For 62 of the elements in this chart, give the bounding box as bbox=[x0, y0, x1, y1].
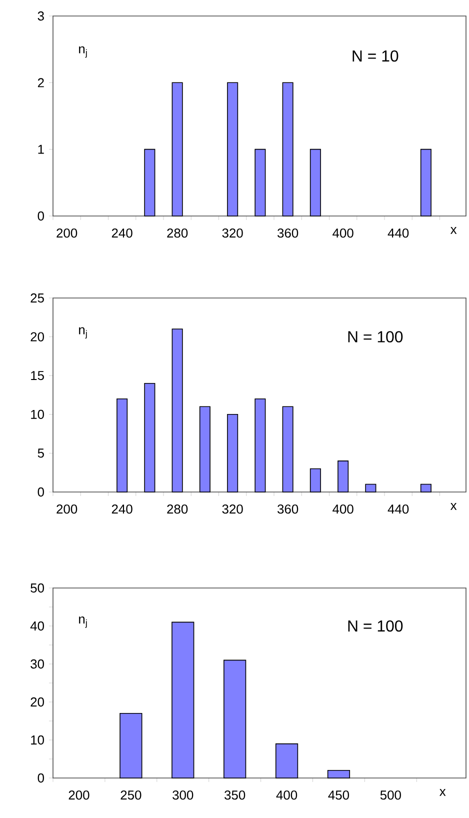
bar bbox=[227, 414, 238, 492]
y-tick-label: 25 bbox=[30, 293, 44, 303]
y-tick-label: 3 bbox=[38, 11, 44, 21]
bar bbox=[282, 406, 294, 492]
bar bbox=[116, 398, 128, 492]
x-tick-label: 300 bbox=[172, 790, 194, 800]
x-tick-label: 200 bbox=[56, 504, 78, 514]
x-tick-label: 200 bbox=[68, 790, 90, 800]
bar bbox=[172, 622, 194, 778]
y-axis-title: n$_{j}$ bbox=[79, 46, 87, 58]
x-tick-label: 240 bbox=[112, 228, 132, 238]
y-tick-label: 10 bbox=[31, 410, 44, 419]
x-tick-label: 320 bbox=[222, 504, 243, 514]
bar bbox=[172, 328, 183, 492]
bar bbox=[310, 468, 321, 492]
x-tick-label: 400 bbox=[276, 790, 298, 800]
y-tick-label: 0 bbox=[38, 773, 44, 783]
y-tick-label: 20 bbox=[30, 697, 44, 707]
x-tick-label: 280 bbox=[167, 504, 188, 514]
x-tick-label: 240 bbox=[112, 504, 132, 514]
x-tick-label: 250 bbox=[120, 790, 142, 800]
x-tick-label: 450 bbox=[328, 790, 350, 800]
x-tick-label: 400 bbox=[332, 228, 354, 238]
y-tick-label: 0 bbox=[38, 211, 44, 221]
bar bbox=[224, 660, 246, 778]
x-axis-title: x bbox=[450, 226, 457, 234]
x-tick-label: 360 bbox=[278, 228, 298, 238]
bar bbox=[365, 484, 376, 492]
bar bbox=[338, 460, 349, 492]
x-tick-label: 440 bbox=[388, 504, 409, 514]
y-tick-label: 0 bbox=[38, 487, 44, 497]
x-tick-label: 280 bbox=[167, 228, 188, 238]
y-tick-label: 20 bbox=[30, 332, 44, 342]
bar bbox=[275, 743, 298, 778]
y-axis-title: n$_{j}$ bbox=[79, 616, 87, 628]
bar bbox=[420, 484, 432, 492]
y-tick-label: 50 bbox=[30, 583, 44, 593]
x-tick-label: 350 bbox=[224, 790, 246, 800]
x-axis-title: x bbox=[450, 502, 457, 510]
y-tick-label: 40 bbox=[30, 621, 44, 631]
x-tick-label: 500 bbox=[380, 790, 401, 800]
annotation: N = 100 bbox=[348, 331, 403, 342]
bar bbox=[254, 398, 266, 492]
y-axis-title: n$_{j}$ bbox=[79, 327, 87, 339]
y-tick-label: 15 bbox=[31, 371, 44, 380]
annotation: N = 100 bbox=[348, 620, 403, 632]
bar bbox=[144, 382, 156, 492]
y-tick-label: 30 bbox=[30, 659, 44, 669]
x-tick-label: 440 bbox=[388, 228, 409, 238]
annotation: N = 10 bbox=[352, 50, 398, 62]
bar bbox=[120, 712, 142, 778]
bar bbox=[199, 406, 210, 492]
x-tick-label: 200 bbox=[56, 228, 78, 238]
x-axis-title: x bbox=[440, 788, 446, 796]
y-tick-label: 5 bbox=[38, 448, 44, 458]
bar bbox=[327, 770, 350, 778]
y-tick-label: 10 bbox=[31, 735, 44, 745]
x-tick-label: 320 bbox=[222, 228, 243, 238]
x-tick-label: 360 bbox=[278, 504, 298, 514]
x-tick-label: 400 bbox=[332, 504, 354, 514]
y-tick-label: 1 bbox=[38, 144, 44, 154]
y-tick-label: 2 bbox=[38, 78, 44, 88]
